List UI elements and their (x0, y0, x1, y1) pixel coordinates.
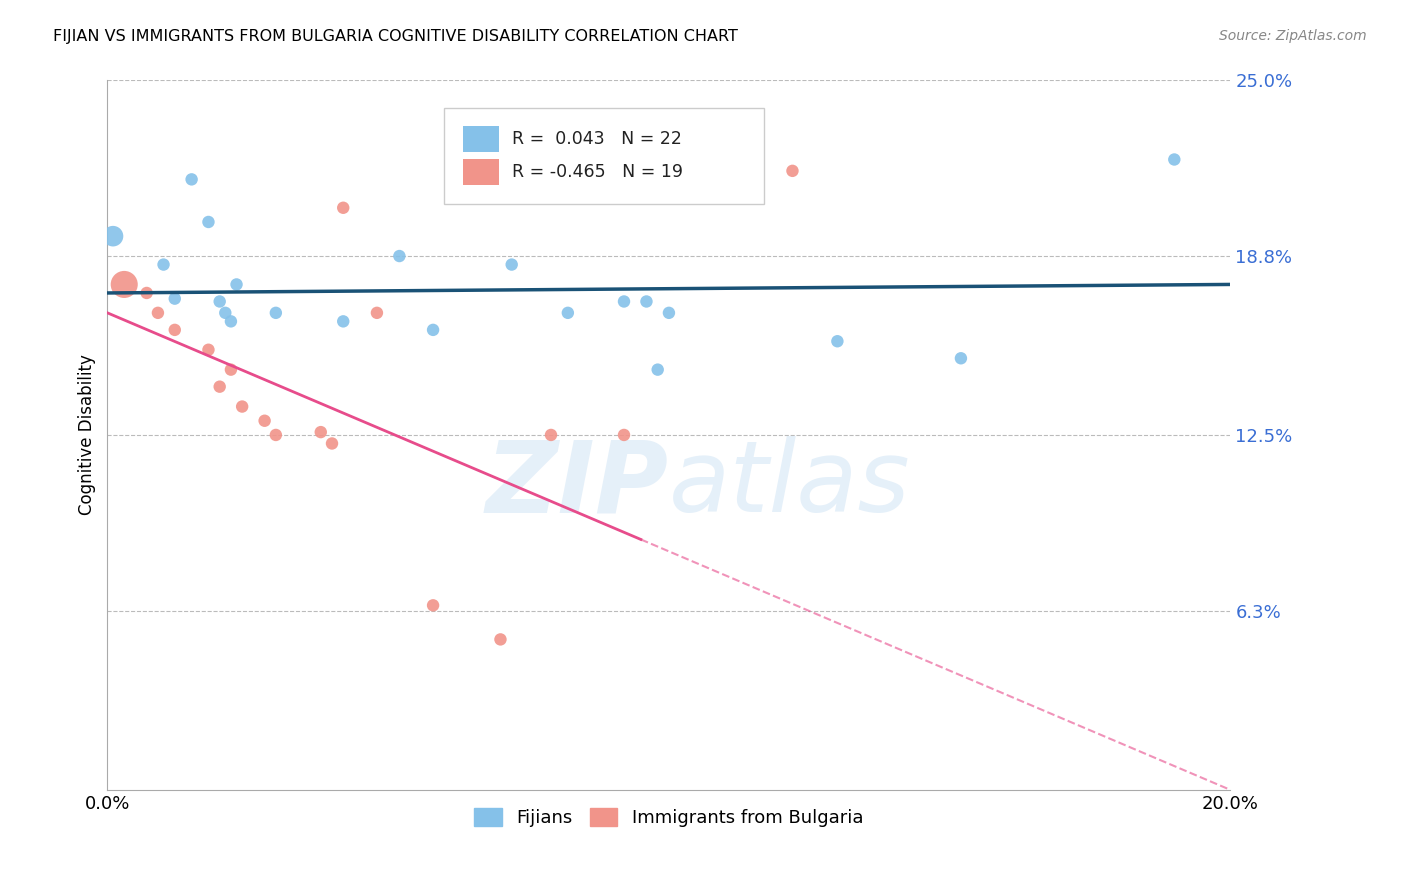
Point (219, 362, 242, 376)
Y-axis label: Cognitive Disability: Cognitive Disability (79, 354, 96, 516)
Point (827, 334, 849, 349)
Point (219, 314, 242, 328)
Text: ZIP: ZIP (486, 436, 669, 533)
Point (180, 172, 202, 186)
Point (264, 306, 287, 320)
Point (152, 258, 174, 272)
Point (366, 306, 388, 320)
Point (225, 277, 247, 292)
Point (636, 294, 658, 309)
Text: atlas: atlas (669, 436, 911, 533)
Point (163, 323, 186, 337)
Point (309, 425, 332, 439)
Point (208, 294, 231, 309)
Point (208, 379, 231, 393)
Point (163, 292, 186, 306)
Point (540, 428, 562, 442)
Point (332, 201, 354, 215)
Point (949, 351, 972, 366)
Point (197, 343, 219, 357)
Text: FIJIAN VS IMMIGRANTS FROM BULGARIA COGNITIVE DISABILITY CORRELATION CHART: FIJIAN VS IMMIGRANTS FROM BULGARIA COGNI… (53, 29, 738, 45)
Point (489, 632, 512, 647)
Point (613, 428, 636, 442)
Point (658, 306, 681, 320)
Text: R =  0.043   N = 22: R = 0.043 N = 22 (512, 130, 682, 148)
Text: R = -0.465   N = 19: R = -0.465 N = 19 (512, 163, 683, 181)
Point (388, 249, 411, 263)
Point (146, 306, 169, 320)
Legend: Fijians, Immigrants from Bulgaria: Fijians, Immigrants from Bulgaria (467, 800, 870, 834)
Point (112, 277, 135, 292)
Point (253, 414, 276, 428)
Point (557, 306, 579, 320)
Point (101, 229, 124, 244)
Bar (464, 126, 499, 152)
Point (231, 400, 253, 414)
Text: Source: ZipAtlas.com: Source: ZipAtlas.com (1219, 29, 1367, 44)
Point (501, 258, 523, 272)
Point (321, 436, 343, 450)
Point (782, 164, 804, 178)
Point (332, 314, 354, 328)
Point (214, 306, 236, 320)
Point (422, 599, 444, 613)
Point (1163, 153, 1185, 167)
Point (197, 215, 219, 229)
Bar (464, 160, 499, 185)
Point (135, 285, 157, 300)
Point (647, 362, 669, 376)
Point (422, 323, 444, 337)
Point (264, 428, 287, 442)
FancyBboxPatch shape (444, 108, 765, 204)
Point (613, 294, 636, 309)
